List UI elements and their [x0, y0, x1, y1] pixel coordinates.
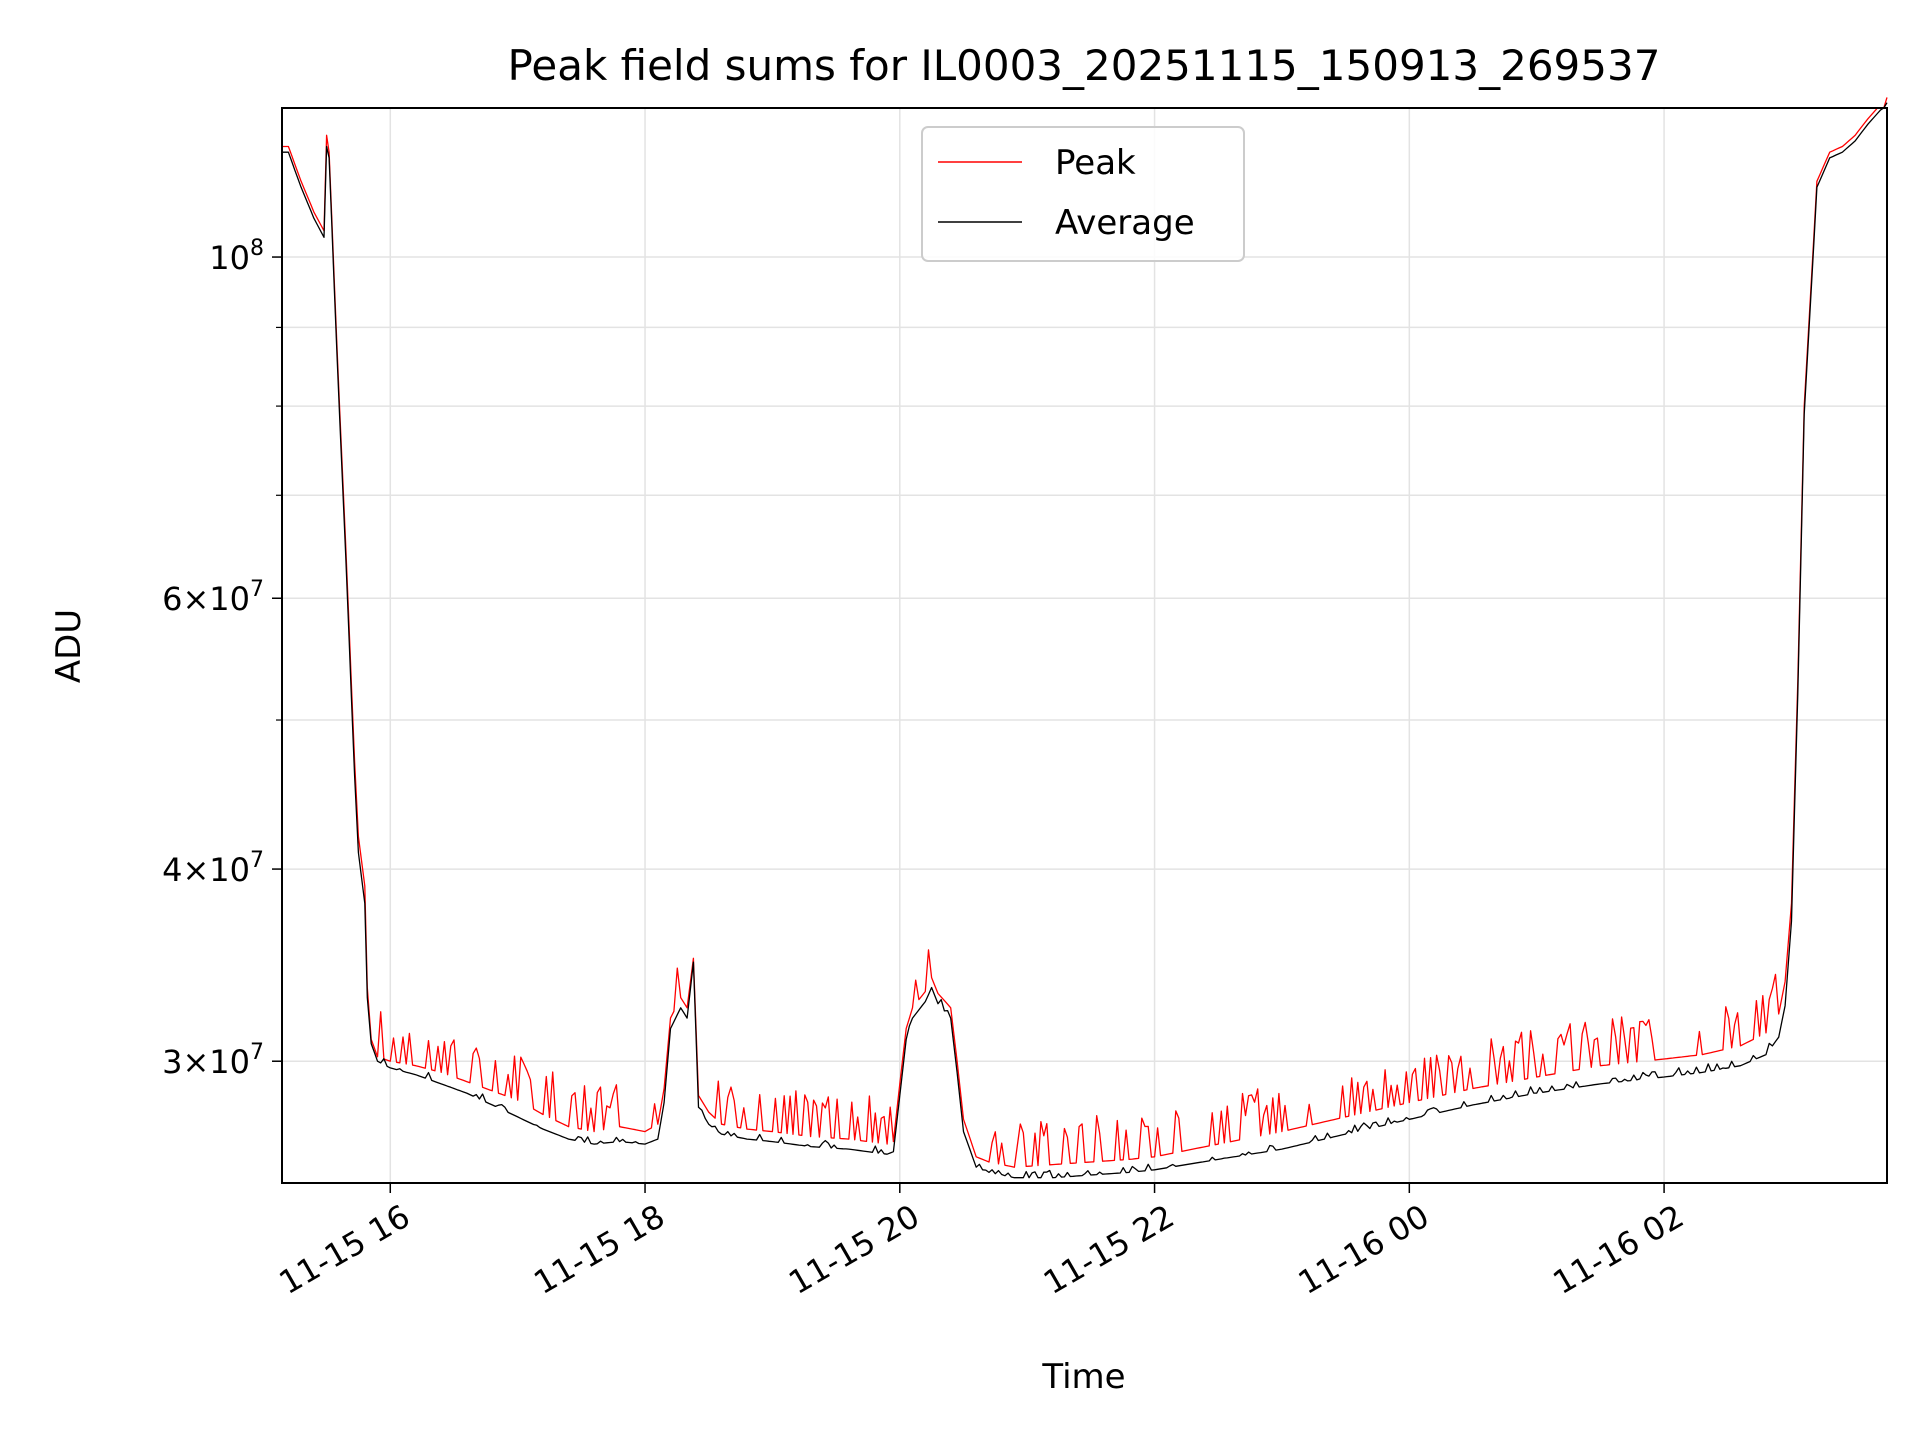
- grid: [282, 108, 1887, 1183]
- plot-frame: [281, 107, 1888, 1184]
- series-line-peak: [282, 97, 1888, 1168]
- x-axis-label: Time: [1041, 1357, 1125, 1397]
- legend-label-average: Average: [1055, 203, 1195, 243]
- series-line-average: [282, 102, 1888, 1179]
- y-tick-label: 4×107: [162, 848, 264, 889]
- chart-title: Peak field sums for IL0003_20251115_1509…: [508, 41, 1661, 90]
- y-tick-label: 108: [209, 236, 264, 277]
- legend-box: [921, 126, 1245, 262]
- legend: Peak Average: [921, 126, 1245, 262]
- y-axis-label: ADU: [49, 609, 89, 683]
- y-tick-label: 6×107: [162, 577, 264, 618]
- series-group: [282, 97, 1888, 1179]
- y-tick-label: 3×107: [162, 1040, 264, 1081]
- legend-label-peak: Peak: [1055, 143, 1136, 183]
